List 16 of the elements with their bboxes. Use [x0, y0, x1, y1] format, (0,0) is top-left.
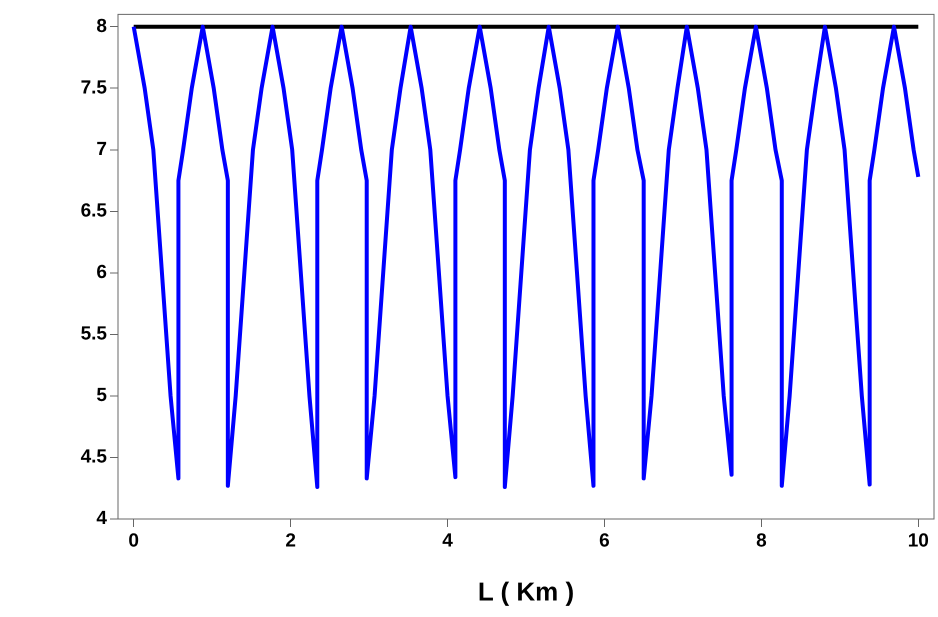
y-tick-label: 5: [96, 385, 108, 406]
y-tick-label: 7.5: [80, 77, 108, 98]
x-tick-label: 4: [442, 530, 454, 552]
y-tick-label: 7: [96, 139, 107, 160]
x-tick-label: 6: [599, 530, 610, 552]
y-tick-label: 4: [96, 508, 108, 530]
x-tick-label: 10: [908, 530, 929, 552]
x-tick-label: 0: [128, 530, 139, 552]
x-tick-label: 2: [285, 530, 296, 552]
y-tick-label: 6.5: [80, 200, 108, 222]
x-axis-title: L ( Km ): [478, 576, 574, 607]
x-tick-label: 8: [756, 530, 767, 552]
y-tick-label: 4.5: [80, 446, 108, 468]
y-tick-label: 5.5: [80, 324, 108, 345]
y-tick-label: 6: [96, 262, 107, 284]
y-tick-label: 8: [96, 16, 107, 37]
